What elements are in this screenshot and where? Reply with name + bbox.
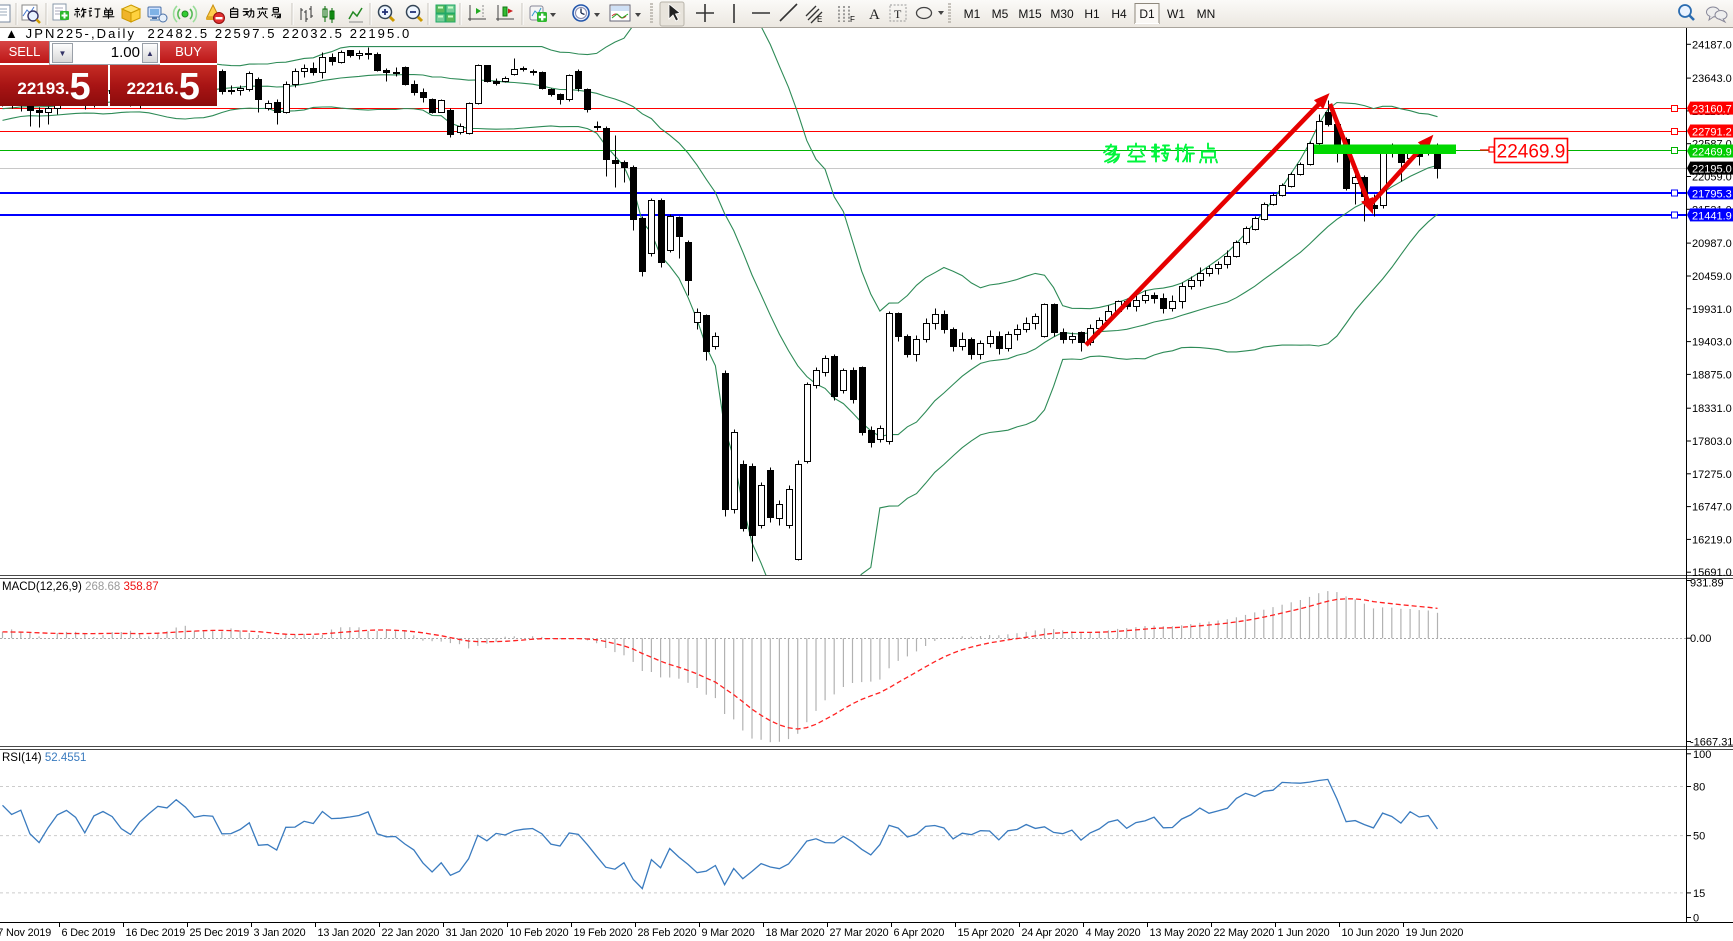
svg-text:▲ JPN225-,Daily 22482.5 22597: ▲ JPN225-,Daily 22482.5 22597.5 22032.5 … bbox=[5, 26, 411, 41]
svg-text:27 Mar 2020: 27 Mar 2020 bbox=[830, 927, 889, 939]
svg-text:100: 100 bbox=[1693, 749, 1711, 761]
svg-text:W1: W1 bbox=[1167, 7, 1185, 21]
svg-text:15691.0: 15691.0 bbox=[1692, 567, 1732, 579]
svg-text:6 Dec 2019: 6 Dec 2019 bbox=[62, 927, 116, 939]
svg-text:H1: H1 bbox=[1084, 7, 1100, 21]
svg-text:18 Mar 2020: 18 Mar 2020 bbox=[766, 927, 825, 939]
svg-text:13 May 2020: 13 May 2020 bbox=[1150, 927, 1211, 939]
svg-text:M1: M1 bbox=[964, 7, 981, 21]
svg-text:A: A bbox=[869, 7, 880, 23]
svg-text:931.89: 931.89 bbox=[1690, 578, 1724, 590]
svg-text:17803.0: 17803.0 bbox=[1692, 436, 1732, 448]
svg-text:23643.0: 23643.0 bbox=[1692, 73, 1732, 85]
svg-text:16219.0: 16219.0 bbox=[1692, 534, 1732, 546]
svg-text:25 Dec 2019: 25 Dec 2019 bbox=[190, 927, 250, 939]
svg-text:19 Jun 2020: 19 Jun 2020 bbox=[1406, 927, 1464, 939]
svg-text:16 Dec 2019: 16 Dec 2019 bbox=[126, 927, 186, 939]
svg-text:D1: D1 bbox=[1139, 7, 1155, 21]
svg-text:MACD(12,26,9) 268.68 358.87: MACD(12,26,9) 268.68 358.87 bbox=[2, 581, 159, 593]
svg-text:E: E bbox=[817, 15, 822, 24]
svg-text:24187.0: 24187.0 bbox=[1692, 39, 1732, 51]
svg-text:19 Feb 2020: 19 Feb 2020 bbox=[574, 927, 633, 939]
svg-text:F: F bbox=[850, 15, 855, 24]
svg-text:21795.3: 21795.3 bbox=[1692, 188, 1732, 200]
svg-text:15 Apr 2020: 15 Apr 2020 bbox=[958, 927, 1015, 939]
svg-text:0.00: 0.00 bbox=[1690, 633, 1711, 645]
svg-text:18331.0: 18331.0 bbox=[1692, 403, 1732, 415]
svg-text:H4: H4 bbox=[1111, 7, 1127, 21]
svg-text:22 Jan 2020: 22 Jan 2020 bbox=[382, 927, 440, 939]
svg-text:M30: M30 bbox=[1050, 7, 1074, 21]
svg-text:3 Jan 2020: 3 Jan 2020 bbox=[254, 927, 306, 939]
svg-text:4 May 2020: 4 May 2020 bbox=[1086, 927, 1141, 939]
svg-text:1 Jun 2020: 1 Jun 2020 bbox=[1278, 927, 1330, 939]
svg-text:20987.0: 20987.0 bbox=[1692, 238, 1732, 250]
svg-text:T: T bbox=[894, 7, 902, 21]
svg-text:9 Mar 2020: 9 Mar 2020 bbox=[702, 927, 755, 939]
svg-text:22195.0: 22195.0 bbox=[1692, 164, 1732, 176]
svg-text:M15: M15 bbox=[1018, 7, 1042, 21]
svg-text:19931.0: 19931.0 bbox=[1692, 304, 1732, 316]
svg-text:13 Jan 2020: 13 Jan 2020 bbox=[318, 927, 376, 939]
svg-text:22791.2: 22791.2 bbox=[1692, 127, 1732, 139]
svg-text:0: 0 bbox=[1693, 913, 1699, 925]
svg-text:50: 50 bbox=[1693, 831, 1705, 843]
svg-text:22469.9: 22469.9 bbox=[1692, 147, 1732, 159]
svg-text:RSI(14) 52.4551: RSI(14) 52.4551 bbox=[2, 752, 86, 764]
svg-text:31 Jan 2020: 31 Jan 2020 bbox=[446, 927, 504, 939]
svg-text:16747.0: 16747.0 bbox=[1692, 502, 1732, 514]
svg-text:MN: MN bbox=[1197, 7, 1216, 21]
svg-text:22 May 2020: 22 May 2020 bbox=[1214, 927, 1275, 939]
svg-text:-1667.31: -1667.31 bbox=[1690, 737, 1733, 749]
svg-text:10 Feb 2020: 10 Feb 2020 bbox=[510, 927, 569, 939]
svg-text:80: 80 bbox=[1693, 782, 1705, 794]
svg-text:M5: M5 bbox=[992, 7, 1009, 21]
svg-text:22469.9: 22469.9 bbox=[1497, 142, 1566, 163]
svg-text:23160.7: 23160.7 bbox=[1692, 104, 1732, 116]
svg-text:18875.0: 18875.0 bbox=[1692, 369, 1732, 381]
svg-text:24 Apr 2020: 24 Apr 2020 bbox=[1022, 927, 1079, 939]
svg-text:17275.0: 17275.0 bbox=[1692, 469, 1732, 481]
svg-text:27 Nov 2019: 27 Nov 2019 bbox=[0, 927, 51, 939]
svg-text:15: 15 bbox=[1693, 888, 1705, 900]
svg-text:10 Jun 2020: 10 Jun 2020 bbox=[1342, 927, 1400, 939]
svg-text:19403.0: 19403.0 bbox=[1692, 337, 1732, 349]
svg-text:6 Apr 2020: 6 Apr 2020 bbox=[894, 927, 945, 939]
svg-text:28 Feb 2020: 28 Feb 2020 bbox=[638, 927, 697, 939]
svg-text:20459.0: 20459.0 bbox=[1692, 271, 1732, 283]
svg-text:21441.9: 21441.9 bbox=[1692, 210, 1732, 222]
